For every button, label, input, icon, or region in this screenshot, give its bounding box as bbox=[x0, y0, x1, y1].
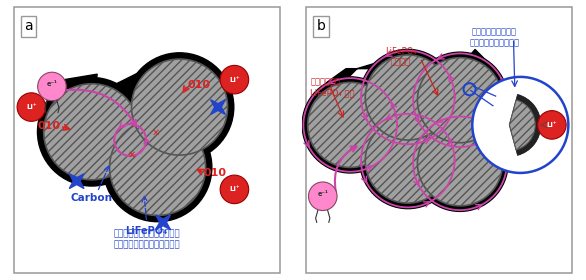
Text: Li⁺: Li⁺ bbox=[26, 104, 37, 110]
Text: 010: 010 bbox=[38, 121, 61, 131]
Circle shape bbox=[38, 72, 66, 101]
Text: LiFePO₄
の結晶相: LiFePO₄ の結晶相 bbox=[385, 47, 417, 67]
Text: Carbon: Carbon bbox=[71, 193, 113, 203]
Text: Li⁺: Li⁺ bbox=[229, 186, 240, 192]
Text: ナノメートル
LiFePO₄ 粒子: ナノメートル LiFePO₄ 粒子 bbox=[311, 77, 355, 97]
Circle shape bbox=[302, 77, 398, 173]
Circle shape bbox=[220, 65, 248, 94]
Polygon shape bbox=[311, 50, 500, 151]
Circle shape bbox=[38, 78, 146, 186]
Text: 被覆したカーボン層
（セミグラファイト）: 被覆したカーボン層 （セミグラファイト） bbox=[469, 27, 519, 48]
Circle shape bbox=[17, 93, 46, 121]
Text: a: a bbox=[24, 19, 33, 33]
Circle shape bbox=[417, 58, 503, 143]
Circle shape bbox=[472, 77, 568, 173]
FancyBboxPatch shape bbox=[306, 7, 573, 273]
Text: Li⁺: Li⁺ bbox=[547, 122, 557, 128]
Polygon shape bbox=[210, 100, 226, 115]
Text: ✕: ✕ bbox=[128, 150, 135, 160]
Circle shape bbox=[365, 55, 451, 140]
Circle shape bbox=[365, 118, 451, 203]
Text: e⁻¹: e⁻¹ bbox=[318, 191, 328, 197]
FancyBboxPatch shape bbox=[13, 7, 280, 273]
Polygon shape bbox=[45, 58, 218, 162]
Text: Li⁺: Li⁺ bbox=[229, 77, 240, 83]
Circle shape bbox=[308, 182, 337, 211]
Circle shape bbox=[110, 120, 206, 216]
Circle shape bbox=[360, 49, 456, 146]
Circle shape bbox=[417, 121, 503, 206]
Text: LiFePO₄: LiFePO₄ bbox=[125, 226, 168, 235]
Circle shape bbox=[412, 115, 508, 211]
Wedge shape bbox=[509, 100, 535, 150]
Polygon shape bbox=[69, 174, 84, 188]
Text: 010: 010 bbox=[188, 80, 210, 90]
Circle shape bbox=[308, 82, 393, 167]
Circle shape bbox=[360, 113, 456, 209]
Text: 010: 010 bbox=[204, 168, 227, 178]
Text: e⁻¹: e⁻¹ bbox=[46, 81, 57, 87]
Circle shape bbox=[125, 53, 234, 161]
Text: カーボンが被覆されていない
ところに電子の到達が遅い、: カーボンが被覆されていない ところに電子の到達が遅い、 bbox=[113, 229, 180, 250]
Circle shape bbox=[103, 113, 212, 222]
Circle shape bbox=[220, 175, 248, 204]
Circle shape bbox=[44, 84, 139, 180]
Circle shape bbox=[131, 59, 227, 155]
Text: ✕: ✕ bbox=[152, 128, 161, 138]
Text: b: b bbox=[317, 19, 326, 33]
Circle shape bbox=[412, 52, 508, 148]
Polygon shape bbox=[156, 215, 171, 230]
Wedge shape bbox=[509, 94, 541, 155]
Circle shape bbox=[537, 111, 566, 139]
